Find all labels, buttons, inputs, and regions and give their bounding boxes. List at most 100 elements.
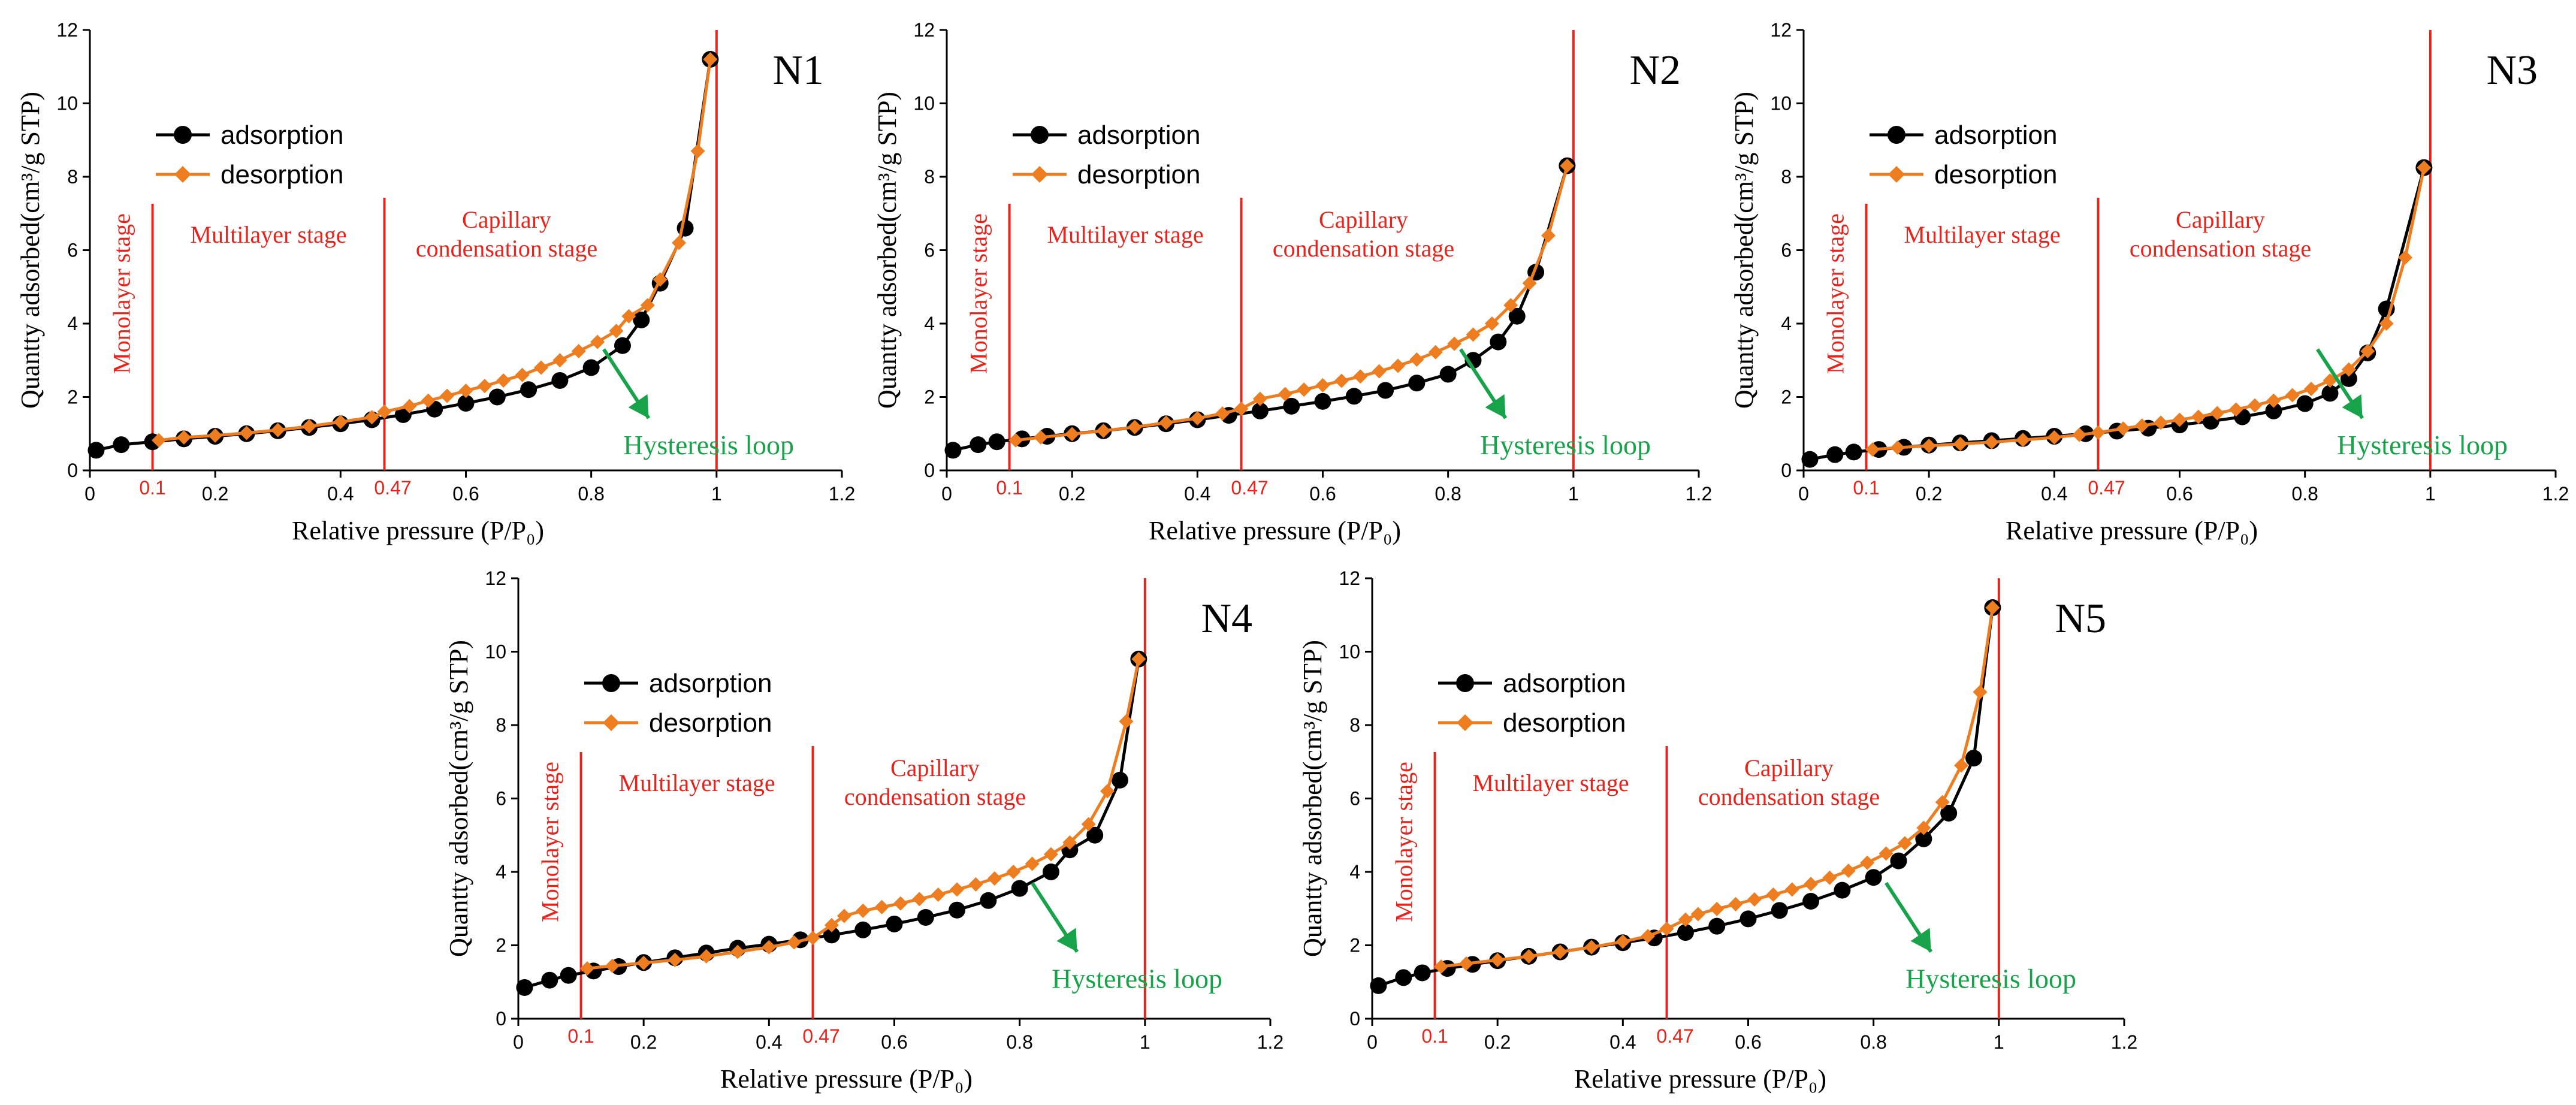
desorption-point xyxy=(1659,921,1674,936)
desorption-point xyxy=(2360,343,2375,358)
adsorption-point xyxy=(2265,402,2282,419)
adsorption-point xyxy=(1408,375,1426,392)
x-axis-title: Relative pressure (P/P₀) xyxy=(292,516,544,545)
y-tick-label: 8 xyxy=(924,166,935,188)
desorption-point xyxy=(805,931,820,946)
adsorption-point xyxy=(917,908,934,926)
adsorption-point xyxy=(988,433,1005,451)
adsorption-point xyxy=(1011,880,1028,897)
desorption-point xyxy=(1297,382,1312,397)
desorption-point xyxy=(1096,423,1111,438)
adsorption-point xyxy=(823,926,840,944)
panel-label: N1 xyxy=(772,47,824,93)
desorption-point xyxy=(1522,276,1537,291)
y-tick-label: 4 xyxy=(67,313,78,334)
desorption-point xyxy=(2016,433,2031,448)
adsorption-point xyxy=(854,921,872,938)
desorption-point xyxy=(1025,856,1040,871)
y-tick-label: 4 xyxy=(924,313,935,334)
desorption-point xyxy=(1935,795,1950,810)
x-tick-label: 0.8 xyxy=(2291,483,2318,505)
legend-label-desorption: desorption xyxy=(649,708,772,738)
stage-label-condensation: condensation stage xyxy=(1273,235,1454,262)
stage-label-condensation: condensation stage xyxy=(844,783,1026,810)
adsorption-point xyxy=(1834,881,1851,899)
x-tick-label: 0 xyxy=(513,1031,524,1053)
desorption-point xyxy=(496,373,511,388)
x-tick-label: 0.6 xyxy=(1309,483,1336,505)
x-tick-label: 0 xyxy=(1798,483,1809,505)
adsorption-point xyxy=(2321,385,2339,402)
x-tick-label: 0.4 xyxy=(1609,1031,1636,1053)
legend-marker-desorption xyxy=(1031,166,1048,183)
adsorption-point xyxy=(1345,388,1363,405)
desorption-point xyxy=(968,877,983,892)
x-tick-label: 0.2 xyxy=(1484,1031,1511,1053)
hysteresis-label: Hysteresis loop xyxy=(1480,430,1651,460)
desorption-point xyxy=(1728,896,1743,911)
chart-panel-n2: 0 0.2 0.4 0.6 0.8 1 1.2 0.1 0.47 0 2 4 6 8 10 12 Relativ… xyxy=(872,19,1712,545)
desorption-point xyxy=(2154,415,2169,430)
y-tick-label: 6 xyxy=(496,788,506,810)
legend-label-desorption: desorption xyxy=(1934,160,2057,189)
y-tick-label: 0 xyxy=(67,460,78,481)
adsorption-point xyxy=(1042,864,1059,880)
adsorption-series-line xyxy=(95,59,712,452)
desorption-point xyxy=(1043,847,1058,862)
adsorption-series-line xyxy=(1810,167,2426,461)
x-tick-label: 0 xyxy=(941,483,952,505)
stage-tick-label: 0.47 xyxy=(1656,1025,1693,1047)
legend-label-desorption: desorption xyxy=(1503,708,1626,738)
x-tick-label: 0.8 xyxy=(1860,1031,1886,1053)
stage-label-monolayer: Monolayer stage xyxy=(1390,762,1417,922)
stage-label-monolayer: Monolayer stage xyxy=(536,762,563,922)
y-tick-label: 2 xyxy=(924,387,935,408)
legend-label-adsorption: adsorption xyxy=(1503,669,1626,698)
hysteresis-label: Hysteresis loop xyxy=(2337,430,2508,460)
y-tick-label: 10 xyxy=(485,641,506,663)
desorption-point xyxy=(1890,440,1905,455)
adsorption-point xyxy=(980,892,997,909)
desorption-point xyxy=(636,955,651,970)
adsorption-point xyxy=(541,971,558,989)
y-tick-label: 0 xyxy=(496,1008,506,1029)
desorption-point xyxy=(893,896,908,911)
desorption-point xyxy=(302,419,317,434)
y-tick-label: 8 xyxy=(496,714,506,736)
desorption-point xyxy=(1100,784,1115,799)
desorption-point xyxy=(2285,388,2300,403)
x-axis-title: Relative pressure (P/P₀) xyxy=(1149,516,1401,545)
y-tick-label: 4 xyxy=(1349,861,1360,883)
desorption-point xyxy=(2304,382,2319,397)
adsorption-point xyxy=(970,436,987,454)
desorption-point xyxy=(1860,855,1875,870)
adsorption-point xyxy=(1802,893,1820,910)
desorption-point xyxy=(1541,228,1556,243)
adsorption-point xyxy=(633,311,650,328)
y-tick-label: 10 xyxy=(56,93,78,114)
desorption-point xyxy=(552,353,567,368)
desorption-point xyxy=(1641,929,1656,944)
desorption-point xyxy=(1985,600,2000,615)
legend-label-adsorption: adsorption xyxy=(649,669,772,698)
desorption-point xyxy=(1584,940,1599,955)
x-tick-label: 1 xyxy=(1994,1031,2004,1053)
desorption-point xyxy=(730,944,745,959)
desorption-point xyxy=(590,334,605,349)
chart-panel-n5: 0 0.2 0.4 0.6 0.8 1 1.2 0.1 0.47 0 2 4 6 8 10 12 Relativ… xyxy=(1298,567,2137,1094)
desorption-point xyxy=(364,410,379,425)
x-tick-label: 0.4 xyxy=(327,483,354,505)
desorption-point xyxy=(1490,953,1505,967)
y-tick-label: 6 xyxy=(924,240,935,261)
legend-label-adsorption: adsorption xyxy=(221,120,343,150)
stage-label-monolayer: Monolayer stage xyxy=(965,213,992,374)
desorption-point xyxy=(653,272,668,287)
desorption-point xyxy=(2228,402,2243,417)
desorption-point xyxy=(2191,409,2206,424)
hysteresis-label: Hysteresis loop xyxy=(623,430,794,460)
desorption-point xyxy=(440,388,455,403)
legend-label-desorption: desorption xyxy=(1077,160,1200,189)
x-tick-label: 0.4 xyxy=(1184,483,1210,505)
desorption-point xyxy=(1458,956,1473,971)
